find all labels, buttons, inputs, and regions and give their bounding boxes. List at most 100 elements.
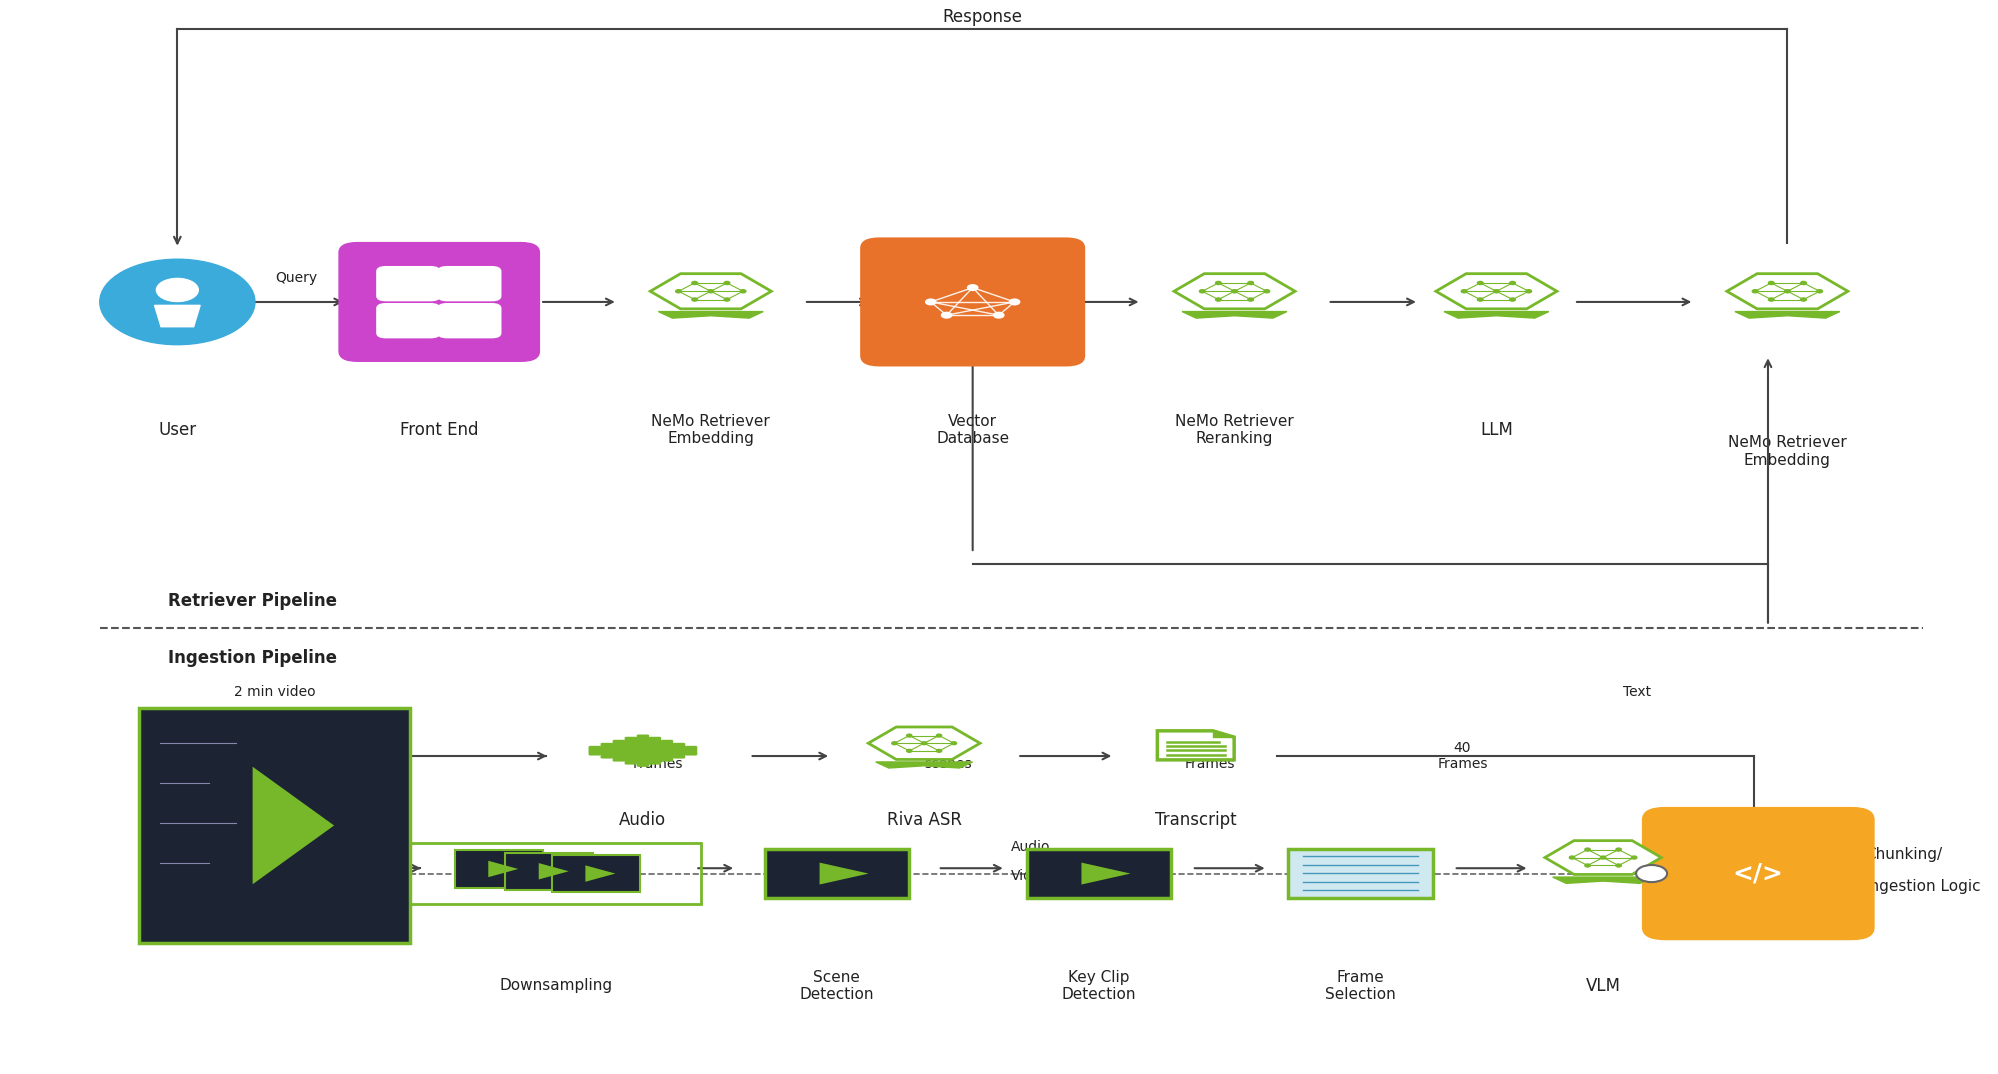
Text: NeMo Retriever
Embedding: NeMo Retriever Embedding [1726,435,1846,467]
Polygon shape [1173,274,1295,309]
Text: 3600
Frames: 3600 Frames [176,741,226,771]
Text: VLM: VLM [1584,976,1620,995]
Circle shape [1477,297,1483,301]
Polygon shape [488,860,517,877]
Text: 480
Frames: 480 Frames [631,741,683,771]
Polygon shape [1726,274,1846,309]
FancyBboxPatch shape [647,737,661,765]
FancyBboxPatch shape [1640,807,1874,940]
Text: Vector
Database: Vector Database [935,413,1009,447]
FancyBboxPatch shape [859,237,1085,366]
FancyBboxPatch shape [685,745,697,755]
Text: Video: Video [1011,869,1049,883]
Circle shape [156,278,198,302]
FancyBboxPatch shape [673,743,685,758]
Circle shape [1215,297,1221,301]
Text: Response: Response [941,8,1021,26]
Circle shape [1816,290,1822,293]
Circle shape [891,742,897,744]
Text: 2 min video: 2 min video [234,685,316,699]
Polygon shape [1181,311,1287,318]
Text: Key Clip
Detection: Key Clip Detection [1061,970,1135,1002]
Polygon shape [1435,274,1556,309]
Text: Retriever Pipeline: Retriever Pipeline [168,592,336,610]
Circle shape [1768,297,1772,301]
Circle shape [1630,856,1636,859]
FancyBboxPatch shape [587,745,601,755]
Polygon shape [1734,311,1838,318]
Circle shape [1752,290,1756,293]
Text: Downsampling: Downsampling [500,978,611,993]
Polygon shape [537,863,569,880]
FancyBboxPatch shape [661,740,673,761]
FancyBboxPatch shape [454,851,543,887]
Circle shape [925,300,935,305]
Circle shape [935,750,941,752]
Circle shape [1800,281,1806,285]
Text: Text: Text [1622,685,1650,699]
FancyBboxPatch shape [1289,848,1433,899]
Circle shape [1247,281,1253,285]
Circle shape [1614,863,1620,867]
Circle shape [1493,290,1498,293]
Circle shape [1477,281,1483,285]
FancyBboxPatch shape [376,303,440,338]
Polygon shape [1157,730,1233,760]
Circle shape [1800,297,1806,301]
Circle shape [935,735,941,737]
Circle shape [1508,281,1514,285]
Text: Scene
Detection: Scene Detection [799,970,873,1002]
FancyBboxPatch shape [599,743,613,758]
Circle shape [1614,848,1620,851]
Text: Text: Text [1666,920,1694,934]
Text: NeMo Retriever
Reranking: NeMo Retriever Reranking [1175,413,1293,447]
Circle shape [1584,848,1590,851]
Polygon shape [1544,841,1660,874]
Circle shape [675,290,681,293]
Circle shape [1199,290,1205,293]
Circle shape [723,297,729,301]
Circle shape [1461,290,1467,293]
Circle shape [1568,856,1574,859]
Circle shape [691,297,697,301]
Polygon shape [875,761,973,768]
Text: 40
Frames: 40 Frames [1437,741,1487,771]
Circle shape [100,259,256,345]
Polygon shape [819,862,869,885]
Circle shape [993,313,1003,318]
Circle shape [1508,297,1514,301]
Polygon shape [649,274,771,309]
Circle shape [941,313,951,318]
FancyBboxPatch shape [376,266,440,302]
Text: Transcript: Transcript [1155,811,1237,829]
Circle shape [723,281,729,285]
Circle shape [967,285,977,290]
Circle shape [1768,281,1772,285]
Circle shape [707,290,713,293]
Circle shape [951,742,957,744]
Circle shape [1263,290,1269,293]
Text: Frame
Selection: Frame Selection [1325,970,1395,1002]
Circle shape [921,742,927,744]
FancyBboxPatch shape [1027,848,1171,899]
Text: 10-15
scenes: 10-15 scenes [925,741,971,771]
Circle shape [1247,297,1253,301]
Circle shape [1784,290,1790,293]
Text: Ingestion Logic: Ingestion Logic [1864,879,1980,894]
FancyBboxPatch shape [623,737,637,765]
Polygon shape [657,311,763,318]
Polygon shape [585,866,615,882]
Circle shape [739,290,745,293]
FancyBboxPatch shape [338,242,539,362]
Polygon shape [1552,877,1652,884]
FancyBboxPatch shape [765,848,909,899]
Text: Audio: Audio [619,811,665,829]
Circle shape [1634,865,1666,882]
Polygon shape [252,767,334,884]
FancyBboxPatch shape [551,855,639,892]
Polygon shape [867,727,979,759]
Text: Audio: Audio [1011,840,1051,854]
Circle shape [907,750,911,752]
Text: Front End: Front End [400,421,478,439]
FancyBboxPatch shape [505,853,593,890]
